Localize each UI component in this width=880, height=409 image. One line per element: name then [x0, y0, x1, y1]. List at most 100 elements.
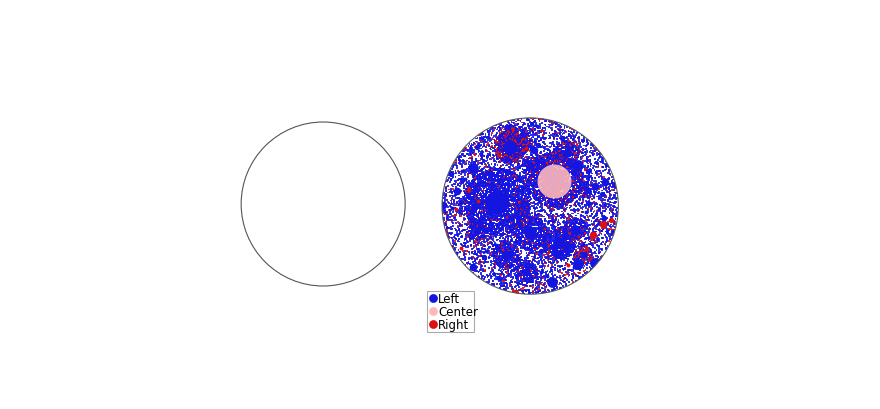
Point	[476, 227, 490, 234]
Point	[455, 162, 469, 169]
Point	[546, 192, 560, 199]
Point	[509, 177, 523, 184]
Point	[539, 152, 554, 159]
Point	[490, 258, 504, 264]
Point	[584, 191, 598, 198]
Point	[565, 220, 579, 227]
Point	[535, 163, 549, 170]
Point	[539, 260, 553, 266]
Point	[482, 202, 496, 208]
Point	[480, 225, 494, 232]
Point	[252, 184, 266, 191]
Point	[298, 204, 312, 211]
Point	[376, 236, 390, 243]
Point	[542, 249, 556, 256]
Point	[311, 228, 325, 235]
Point	[477, 197, 491, 203]
Point	[320, 200, 334, 207]
Point	[326, 164, 341, 170]
Point	[519, 288, 533, 295]
Point	[508, 151, 522, 158]
Point	[523, 244, 537, 250]
Point	[478, 219, 492, 226]
Point	[576, 230, 590, 237]
Point	[495, 249, 509, 255]
Point	[476, 218, 490, 224]
Point	[560, 231, 574, 238]
Point	[478, 176, 492, 182]
Point	[568, 238, 583, 245]
Point	[525, 259, 539, 266]
Point	[536, 188, 550, 195]
Point	[486, 171, 500, 177]
Point	[504, 228, 518, 235]
Point	[357, 180, 371, 186]
Point	[499, 147, 513, 154]
Point	[522, 287, 536, 294]
Point	[581, 235, 595, 241]
Point	[547, 245, 561, 251]
Point	[505, 285, 519, 292]
Point	[494, 171, 508, 178]
Point	[460, 213, 474, 220]
Point	[487, 229, 501, 236]
Point	[288, 202, 302, 209]
Point	[492, 149, 506, 155]
Point	[510, 200, 524, 207]
Point	[574, 247, 588, 254]
Point	[282, 204, 297, 211]
Point	[471, 193, 485, 199]
Point	[493, 151, 507, 157]
Point	[471, 241, 485, 247]
Point	[496, 145, 510, 152]
Point	[554, 155, 568, 162]
Point	[491, 145, 505, 152]
Point	[315, 280, 329, 287]
Point	[308, 169, 322, 175]
Point	[539, 269, 553, 276]
Point	[304, 162, 319, 169]
Point	[498, 143, 512, 150]
Point	[517, 194, 532, 200]
Point	[517, 181, 532, 188]
Point	[481, 225, 495, 231]
Point	[539, 167, 554, 173]
Point	[378, 162, 392, 169]
Point	[328, 165, 342, 171]
Point	[507, 133, 521, 139]
Point	[508, 267, 522, 274]
Point	[309, 239, 323, 245]
Point	[535, 199, 549, 205]
Point	[568, 158, 583, 164]
Point	[598, 213, 612, 220]
Point	[329, 190, 343, 197]
Point	[301, 281, 315, 288]
Point	[501, 203, 515, 209]
Point	[526, 274, 540, 281]
Point	[473, 210, 488, 217]
Point	[532, 177, 546, 183]
Point	[464, 200, 478, 207]
Point	[555, 146, 569, 152]
Point	[510, 155, 524, 162]
Point	[520, 136, 534, 143]
Point	[468, 221, 482, 228]
Point	[564, 231, 578, 238]
Point	[290, 199, 304, 205]
Point	[368, 211, 382, 217]
Point	[580, 179, 594, 186]
Point	[565, 248, 579, 254]
Point	[517, 128, 531, 134]
Point	[384, 201, 398, 207]
Point	[476, 177, 490, 184]
Point	[532, 222, 546, 228]
Point	[549, 196, 563, 202]
Point	[516, 213, 530, 220]
Point	[373, 160, 387, 167]
Point	[558, 193, 572, 199]
Point	[519, 241, 533, 248]
Point	[549, 153, 563, 160]
Point	[544, 256, 558, 263]
Point	[554, 250, 568, 256]
Point	[542, 163, 556, 169]
